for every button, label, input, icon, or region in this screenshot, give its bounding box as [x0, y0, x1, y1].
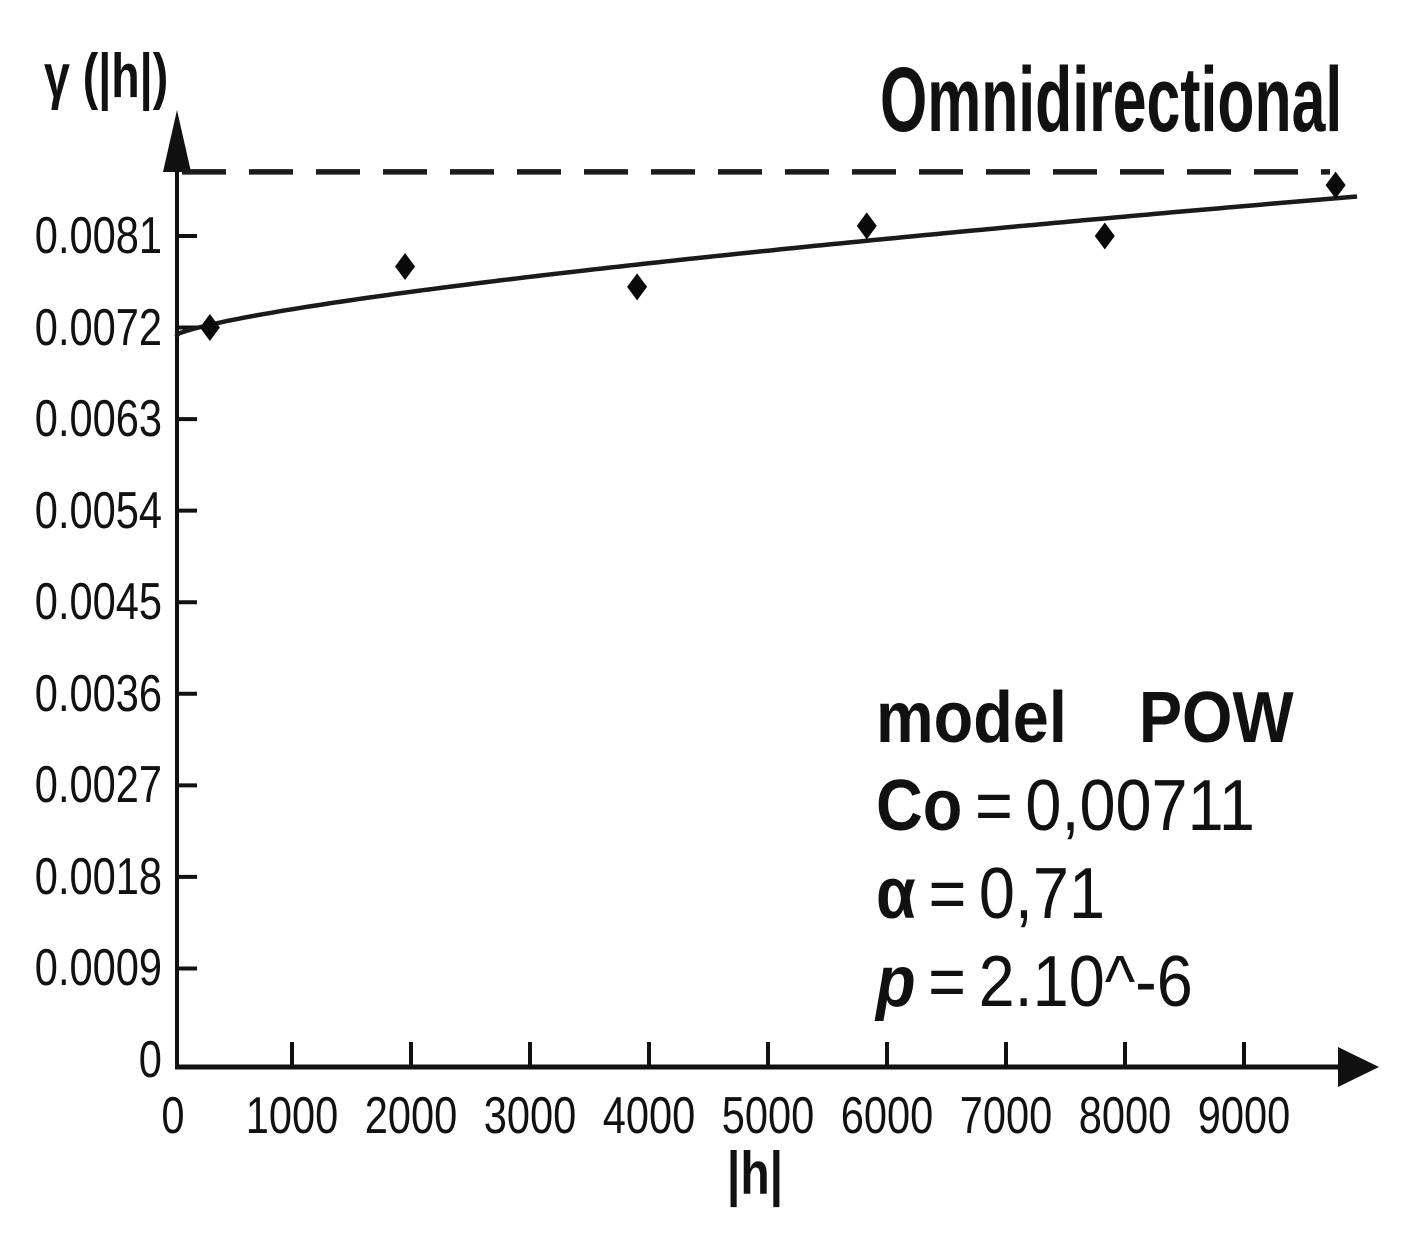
x-tick-label: 5000	[721, 1087, 815, 1145]
annotation-co-value: 0,00711	[1025, 766, 1255, 846]
data-point-marker	[856, 212, 877, 240]
data-point-marker	[627, 273, 648, 301]
y-tick-label: 0.0027	[34, 756, 162, 815]
data-point-marker	[395, 253, 416, 281]
x-axis-arrow-icon	[1338, 1047, 1379, 1087]
annotation-row-co: Co = 0,00711	[876, 762, 1294, 850]
y-tick-label: 0.0009	[34, 939, 162, 998]
data-point-marker	[199, 314, 220, 342]
x-tick-label: 6000	[840, 1087, 934, 1145]
annotation-alpha-eq: =	[928, 854, 967, 934]
y-axis-title: γ (|h|)	[44, 42, 169, 111]
y-tick-label: 0.0054	[34, 481, 162, 540]
y-tick-label: 0.0063	[34, 390, 162, 449]
annotation-row-alpha: α = 0,71	[876, 850, 1294, 938]
y-tick-label: 0.0036	[34, 664, 162, 723]
annotation-p-eq: =	[928, 942, 967, 1022]
y-tick-label: 0.0018	[34, 847, 162, 906]
y-tick-label: 0.0045	[34, 573, 162, 632]
annotation-model-value: POW	[1138, 678, 1294, 758]
model-annotation: model POW Co = 0,00711 α = 0,71 p = 2.10^-6	[876, 674, 1294, 1026]
annotation-co-label: Co	[876, 766, 963, 846]
x-tick-label: 0	[161, 1087, 185, 1145]
annotation-alpha-value: 0,71	[978, 854, 1106, 934]
y-tick-label: 0	[138, 1031, 162, 1089]
x-tick-label: 2000	[364, 1087, 458, 1145]
x-tick-label: 8000	[1078, 1087, 1172, 1145]
model-fit-curve	[174, 194, 1358, 339]
chart-title: Omnidirectional	[880, 49, 1343, 151]
x-axis-title: |h|	[726, 1140, 784, 1207]
x-tick-label: 1000	[245, 1087, 339, 1145]
x-tick-label: 7000	[959, 1087, 1053, 1145]
y-tick-label: 0.0072	[34, 298, 162, 357]
y-axis-arrow-icon	[163, 110, 191, 172]
y-tick-label: 0.0081	[34, 207, 162, 265]
annotation-model-label: model	[876, 678, 1067, 758]
annotation-p-label: p	[876, 942, 916, 1022]
x-tick-label: 3000	[483, 1087, 577, 1145]
annotation-row-p: p = 2.10^-6	[876, 938, 1294, 1026]
x-tick-label: 9000	[1197, 1087, 1291, 1145]
data-point-marker	[1325, 171, 1346, 199]
data-point-marker	[1094, 222, 1115, 250]
annotation-row-model: model POW	[876, 674, 1294, 762]
annotation-co-eq: =	[974, 766, 1013, 846]
annotation-p-value: 2.10^-6	[978, 942, 1193, 1022]
annotation-alpha-label: α	[876, 854, 916, 934]
x-tick-label: 4000	[602, 1087, 696, 1145]
